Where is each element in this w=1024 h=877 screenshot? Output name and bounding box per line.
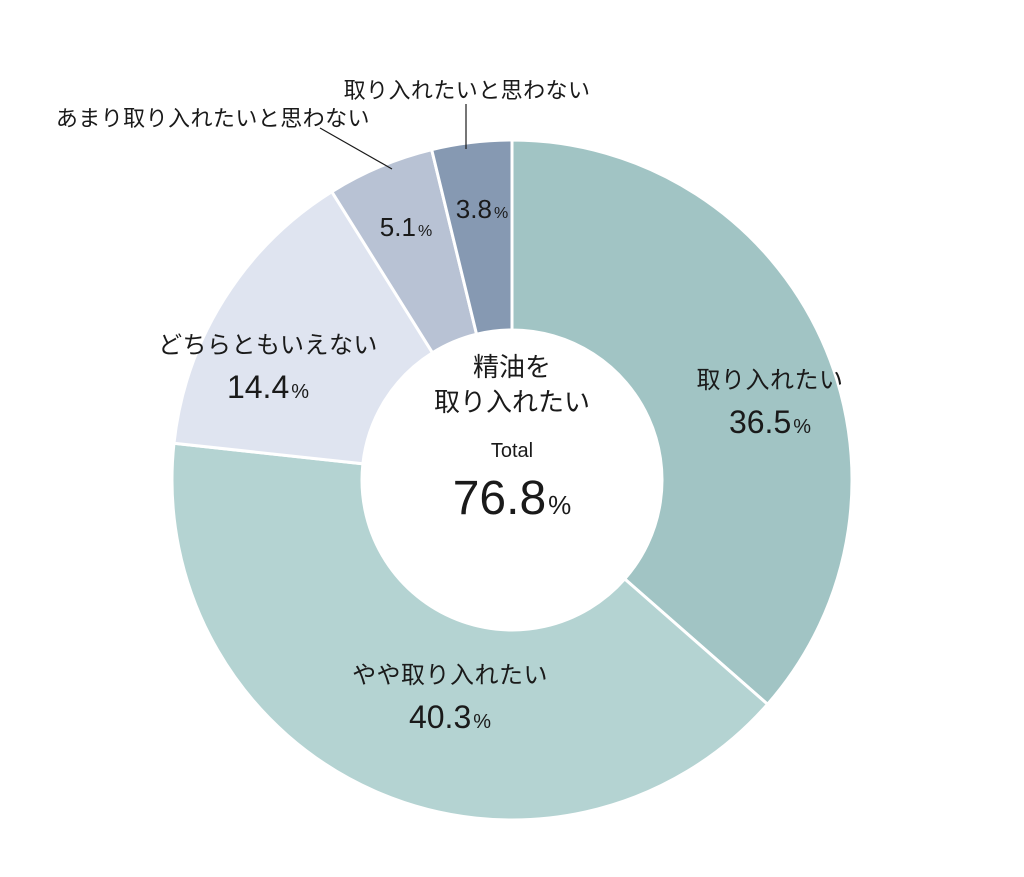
slice-name-neutral: どちらともいえない bbox=[138, 330, 398, 362]
leader-line-somewhat_not bbox=[320, 128, 392, 169]
slice-number-somewhat-want: 40.3 bbox=[409, 699, 471, 735]
slice-value-want: 36.5% bbox=[650, 401, 890, 444]
slice-percent-want: % bbox=[793, 416, 811, 438]
slice-callout-somewhat-not: あまり取り入れたいと思わない bbox=[40, 104, 370, 134]
slice-value-wrap-not: 3.8% bbox=[432, 192, 532, 227]
slice-value-not: 3.8% bbox=[432, 192, 532, 227]
slice-name-somewhat-not: あまり取り入れたいと思わない bbox=[40, 104, 370, 134]
donut-center-text: 精油を 取り入れたい Total 76.8% bbox=[362, 350, 662, 532]
slice-name-not: 取り入れたいと思わない bbox=[312, 76, 622, 106]
slice-label-neutral: どちらともいえない 14.4% bbox=[138, 330, 398, 410]
center-total-label: Total bbox=[362, 438, 662, 465]
slice-percent-somewhat-not: % bbox=[418, 223, 432, 240]
slice-value-neutral: 14.4% bbox=[138, 366, 398, 409]
slice-number-somewhat-not: 5.1 bbox=[380, 212, 416, 242]
slice-value-somewhat-want: 40.3% bbox=[300, 696, 600, 739]
slice-name-want: 取り入れたい bbox=[650, 365, 890, 397]
slice-number-want: 36.5 bbox=[729, 404, 791, 440]
center-title-line-1: 精油を bbox=[362, 350, 662, 385]
slice-number-neutral: 14.4 bbox=[227, 369, 289, 405]
slice-percent-not: % bbox=[494, 205, 508, 222]
slice-percent-neutral: % bbox=[291, 381, 309, 403]
slice-label-somewhat-want: やや取り入れたい 40.3% bbox=[300, 660, 600, 740]
slice-percent-somewhat-want: % bbox=[473, 711, 491, 733]
slice-label-want: 取り入れたい 36.5% bbox=[650, 365, 890, 445]
center-title-line-2: 取り入れたい bbox=[362, 385, 662, 420]
center-total-percent: % bbox=[548, 490, 571, 520]
center-total-value: 76.8% bbox=[362, 467, 662, 532]
slice-name-somewhat-want: やや取り入れたい bbox=[300, 660, 600, 692]
donut-chart-stage: 精油を 取り入れたい Total 76.8% 取り入れたい 36.5% やや取り… bbox=[0, 0, 1024, 877]
center-total-number: 76.8 bbox=[453, 472, 546, 525]
slice-number-not: 3.8 bbox=[456, 194, 492, 224]
slice-callout-not: 取り入れたいと思わない bbox=[312, 76, 622, 106]
